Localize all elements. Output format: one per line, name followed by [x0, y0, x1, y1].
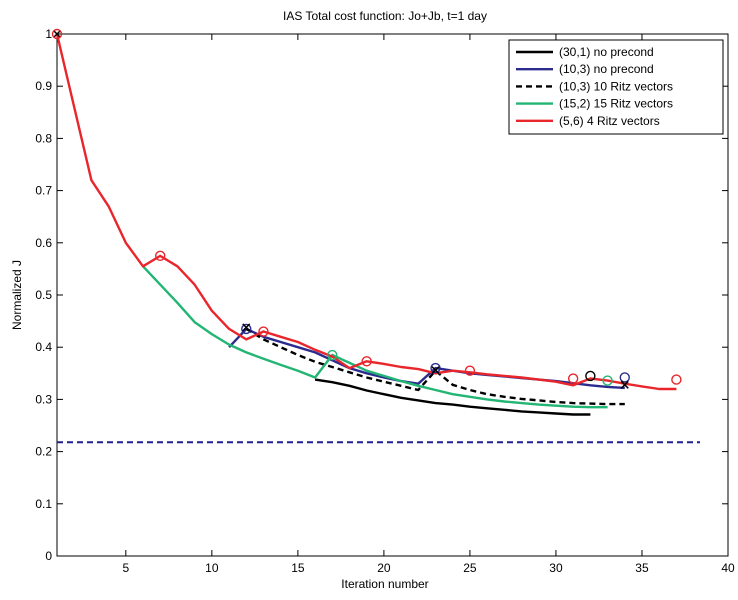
- y-tick-label: 0.5: [35, 288, 52, 302]
- series-line-2: [245, 327, 625, 406]
- marker-circle: [430, 362, 441, 374]
- x-tick-label: 25: [463, 561, 477, 575]
- y-tick-label: 0.4: [35, 340, 52, 354]
- legend: (30,1) no precond (10,3) no precond (10,3)…: [508, 39, 724, 135]
- marker-circle: [51, 28, 63, 40]
- x-tick-label: 30: [549, 561, 563, 575]
- y-tick-label: 0.6: [35, 236, 52, 250]
- marker-x: [242, 323, 251, 332]
- legend-label-3: (15,2) 15 Ritz vectors: [559, 97, 673, 111]
- marker-circle: [155, 250, 166, 262]
- legend-label-1: (10,3) no precond: [559, 62, 654, 76]
- legend-box: [508, 39, 724, 135]
- y-tick-label: 0: [45, 549, 52, 563]
- marker-circle: [619, 372, 630, 383]
- y-tick-label: 0.9: [35, 79, 52, 93]
- y-tick-label: 0.7: [35, 184, 52, 198]
- y-tick-label: 0.3: [35, 392, 52, 406]
- legend-label-4: (5,6) 4 Ritz vectors: [559, 114, 660, 128]
- x-tick-label: 5: [122, 561, 129, 575]
- marker-circle: [567, 373, 579, 384]
- x-tick-label: 35: [635, 561, 649, 575]
- series-line-0: [314, 378, 591, 416]
- marker-circle: [241, 323, 252, 335]
- marker-circle: [585, 370, 596, 382]
- marker-x: [52, 29, 62, 39]
- x-tick-label: 10: [205, 561, 219, 575]
- y-axis-label: Normalized J: [10, 260, 24, 330]
- y-tick-label: 0.2: [35, 445, 52, 459]
- series-lines: [55, 33, 677, 416]
- y-tick-label: 0.8: [35, 131, 52, 145]
- marker-circle: [464, 365, 476, 376]
- x-tick-label: 40: [721, 561, 735, 575]
- axis-ticks: 5 10 15 20 25 30 35 40 0 0.1 0.2 0.3 0.4 0.5 0.6 0.7 0.8…: [35, 27, 735, 575]
- marker-circle: [361, 356, 372, 367]
- marker-circle: [602, 375, 613, 386]
- y-tick-label: 1: [45, 27, 52, 41]
- legend-label-0: (30,1) no precond: [559, 45, 654, 59]
- series-markers: [51, 28, 682, 389]
- y-tick-label: 0.1: [35, 497, 52, 511]
- x-axis-label: Iteration number: [341, 577, 428, 591]
- series-line-3: [142, 265, 608, 409]
- x-tick-label: 20: [377, 561, 391, 575]
- marker-circle: [671, 374, 682, 385]
- marker-circle: [258, 326, 269, 337]
- chart-title: IAS Total cost function: Jo+Jb, t=1 day: [283, 9, 487, 23]
- marker-x: [620, 380, 629, 389]
- legend-label-2: (10,3) 10 Ritz vectors: [559, 79, 673, 93]
- x-tick-label: 15: [291, 561, 305, 575]
- marker-circle: [327, 349, 338, 361]
- series-line-4: [55, 33, 677, 391]
- marker-x: [431, 366, 440, 375]
